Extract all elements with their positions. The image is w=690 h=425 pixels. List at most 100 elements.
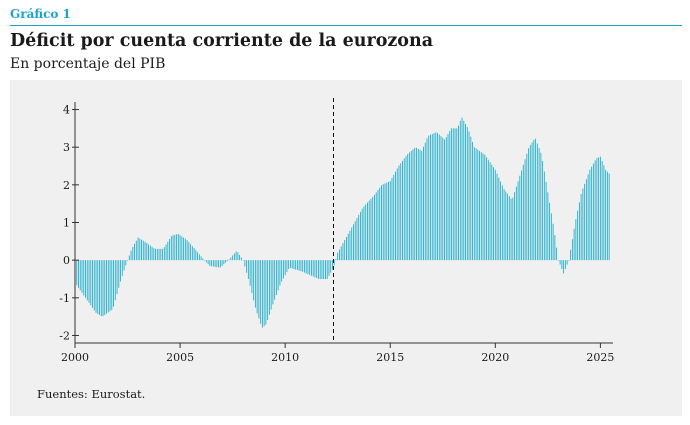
bar [514, 192, 516, 261]
bar [585, 179, 587, 261]
bar [463, 120, 465, 261]
bar [354, 221, 356, 261]
bar [524, 159, 526, 261]
bar [188, 242, 190, 261]
bar [202, 258, 204, 261]
bar [580, 194, 582, 261]
bar [240, 257, 242, 261]
bar [584, 183, 586, 261]
bar [428, 135, 430, 261]
bar [205, 260, 207, 263]
bar [247, 260, 249, 279]
bar [146, 243, 148, 261]
bar [437, 133, 438, 261]
bar [79, 260, 81, 291]
bar [219, 260, 221, 268]
bar [149, 245, 151, 261]
bar [358, 214, 360, 261]
bar [286, 260, 288, 273]
bar [335, 258, 337, 261]
bar [563, 260, 565, 274]
bar [99, 260, 100, 315]
bar [606, 171, 608, 261]
bar [445, 137, 447, 261]
bar [421, 150, 423, 261]
bar [545, 181, 547, 261]
y-tick-label: 4 [63, 104, 70, 117]
bar [132, 246, 134, 261]
bar [426, 138, 428, 261]
bar [167, 241, 169, 261]
bar [344, 240, 346, 261]
bar [177, 234, 179, 261]
bar [592, 163, 594, 261]
bar [491, 164, 493, 261]
bar [456, 128, 458, 261]
bar [381, 185, 382, 261]
bar [155, 248, 157, 261]
bar [423, 146, 424, 261]
bar [356, 218, 358, 261]
bar [232, 255, 234, 261]
bar [284, 260, 286, 276]
bar [500, 181, 502, 261]
bar [200, 256, 202, 261]
y-tick-label: 1 [63, 217, 70, 230]
bar [393, 174, 395, 261]
bar [370, 198, 372, 261]
bar [207, 260, 209, 265]
bar [330, 260, 332, 273]
chart-number-label: Gráfico 1 [10, 7, 71, 21]
bar [107, 260, 109, 313]
bar [116, 260, 118, 295]
bar [316, 260, 318, 279]
bar [78, 260, 79, 288]
bar [550, 213, 552, 261]
bar [120, 260, 121, 282]
bar [384, 183, 386, 261]
bar [508, 196, 510, 261]
bar [184, 238, 186, 261]
bar [172, 235, 174, 261]
bar [526, 153, 528, 261]
bar [83, 260, 85, 296]
bar [305, 260, 307, 274]
bar [296, 260, 298, 271]
bar [235, 251, 237, 261]
bar [151, 246, 153, 261]
bar [156, 248, 158, 261]
bar [106, 260, 107, 314]
bar [449, 130, 451, 261]
bar [419, 149, 421, 261]
bar [410, 150, 412, 261]
bar [160, 248, 162, 261]
bar [503, 189, 505, 261]
bar [405, 156, 407, 261]
bar [295, 260, 297, 270]
bar [289, 260, 291, 269]
bar [486, 157, 488, 261]
bar [591, 166, 593, 261]
bar [333, 260, 335, 266]
bar [158, 248, 160, 261]
bar [458, 125, 459, 261]
bar [349, 230, 351, 261]
bar [139, 238, 141, 261]
bar [377, 190, 379, 261]
bar [228, 259, 230, 261]
bar [440, 136, 442, 261]
bar [307, 260, 309, 275]
bar [251, 260, 253, 293]
bar [515, 186, 517, 261]
bar [575, 219, 577, 261]
bar [118, 260, 120, 288]
bar [76, 260, 78, 286]
bar [505, 191, 507, 261]
bar [85, 260, 86, 298]
bar [465, 123, 466, 261]
bar [340, 246, 342, 261]
bar [114, 260, 116, 301]
bar [223, 260, 225, 265]
bar [472, 141, 473, 261]
bar [337, 252, 339, 261]
